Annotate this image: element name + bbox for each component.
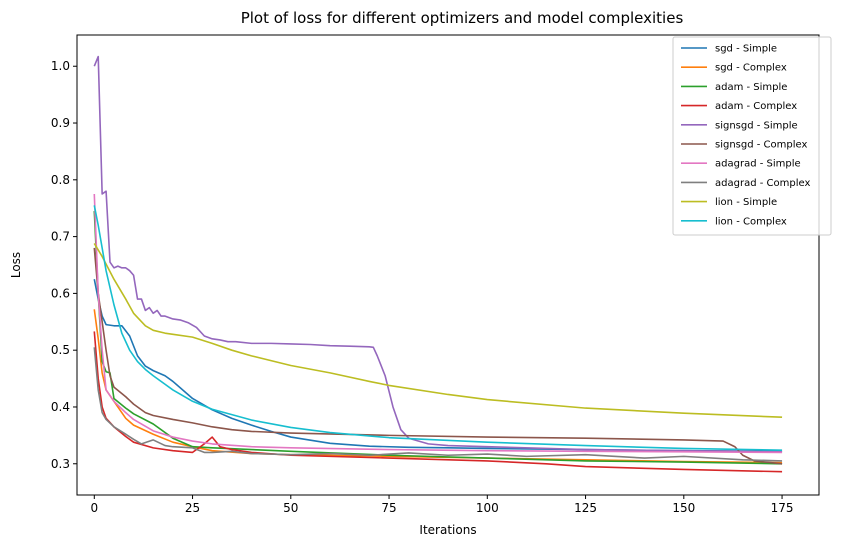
legend-label-sgd-simple: sgd - Simple: [715, 44, 777, 55]
plot-frame: [76, 34, 820, 496]
x-tick-label: 25: [185, 501, 200, 515]
series-line-adam-simple: [93, 211, 783, 465]
y-tick-label: 0.8: [51, 173, 70, 187]
series-line-lion-simple: [93, 243, 783, 418]
x-tick-label: 50: [283, 501, 298, 515]
series-line-signsgd-simple: [93, 55, 783, 453]
x-tick-label: 125: [574, 501, 597, 515]
y-tick-label: 0.7: [51, 230, 70, 244]
legend-label-sgd-complex: sgd - Complex: [715, 63, 787, 74]
y-tick-label: 0.3: [51, 457, 70, 471]
x-tick-label: 75: [381, 501, 396, 515]
x-axis-label: Iterations: [419, 523, 476, 537]
legend-label-signsgd-complex: signsgd - Complex: [715, 140, 807, 151]
series-layer: [93, 55, 783, 473]
y-tick-label: 0.9: [51, 116, 70, 130]
legend-label-lion-simple: lion - Simple: [715, 197, 777, 208]
y-axis: 0.3 0.4 0.5 0.6 0.7 0.8 0.9 1.0: [51, 59, 77, 471]
series-line-lion-complex: [93, 205, 783, 451]
series-line-signsgd-complex: [93, 247, 783, 465]
y-tick-label: 0.4: [51, 400, 70, 414]
legend-label-adagrad-complex: adagrad - Complex: [715, 178, 810, 189]
legend-label-lion-complex: lion - Complex: [715, 216, 787, 227]
series-line-sgd-simple: [93, 279, 783, 453]
legend-label-signsgd-simple: signsgd - Simple: [715, 120, 798, 131]
series-line-adagrad-simple: [93, 193, 783, 454]
y-axis-label: Loss: [9, 252, 23, 278]
series-line-adagrad-complex: [93, 347, 783, 462]
x-tick-label: 100: [476, 501, 499, 515]
x-axis: 0 25 50 75 100 125 150 175: [90, 495, 794, 515]
legend: sgd - Simple sgd - Complex adam - Simple ad…: [672, 36, 832, 236]
legend-box: [672, 36, 832, 236]
x-tick-label: 175: [771, 501, 794, 515]
x-tick-label: 0: [90, 501, 98, 515]
legend-label-adagrad-simple: adagrad - Simple: [715, 159, 801, 170]
y-tick-label: 0.6: [51, 286, 70, 300]
x-tick-label: 150: [672, 501, 695, 515]
chart-title: Plot of loss for different optimizers an…: [241, 9, 684, 27]
y-tick-label: 1.0: [51, 59, 70, 73]
legend-label-adam-simple: adam - Simple: [715, 82, 787, 93]
y-tick-label: 0.5: [51, 343, 70, 357]
legend-label-adam-complex: adam - Complex: [715, 101, 797, 112]
